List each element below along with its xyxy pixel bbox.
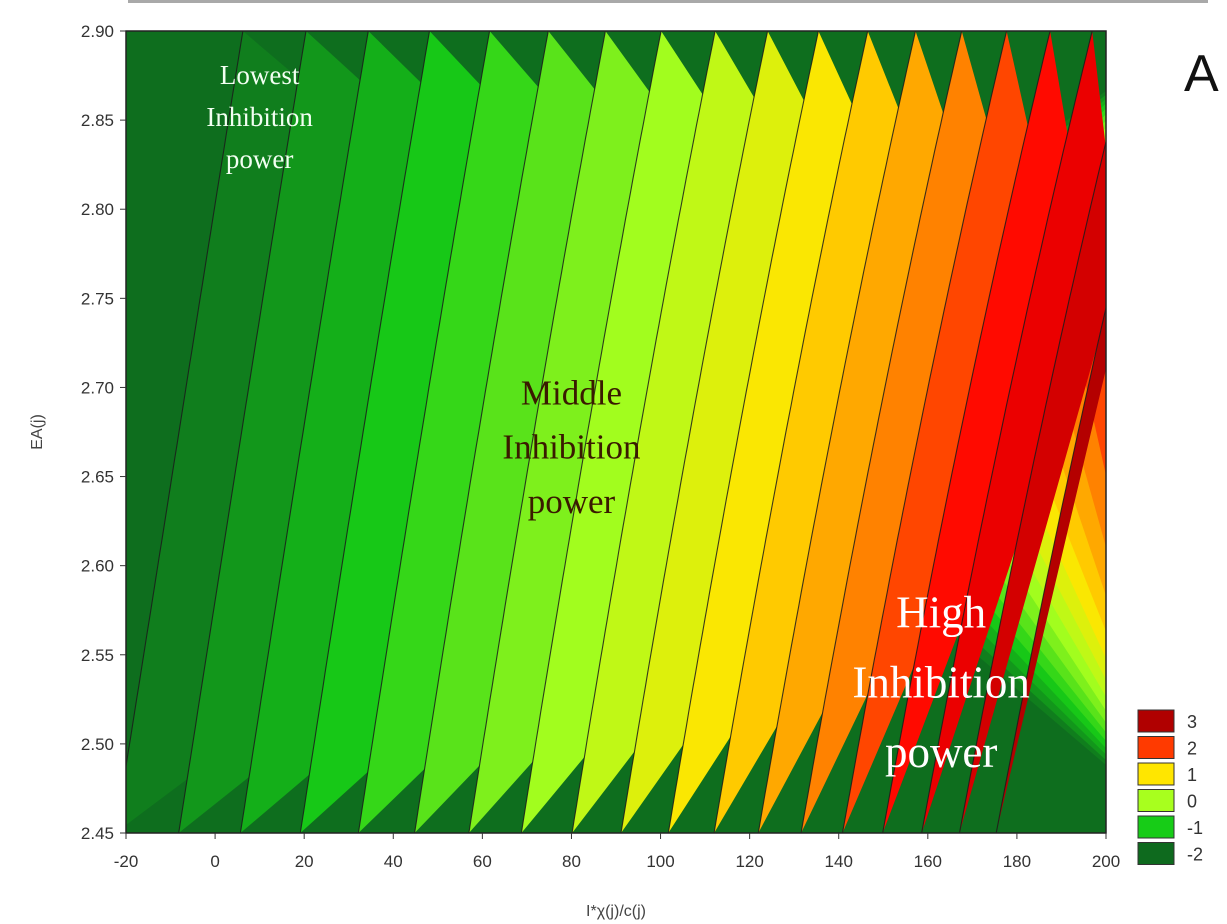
x-tick-label: -20 <box>114 852 139 871</box>
contour-line <box>713 31 869 833</box>
legend-label: 3 <box>1187 712 1197 732</box>
annotation-line: power <box>226 144 293 174</box>
contour-line <box>667 31 819 833</box>
x-tick-label: 160 <box>914 852 942 871</box>
x-axis: -20 0 20 40 60 80 100 120 140 160 180 200 <box>114 833 1120 871</box>
y-tick-label: 2.70 <box>81 378 114 397</box>
annotation-line: Lowest <box>220 60 300 90</box>
y-tick-label: 2.85 <box>81 111 114 130</box>
y-tick-label: 2.55 <box>81 646 114 665</box>
contour-band <box>921 31 1106 833</box>
y-tick-label: 2.45 <box>81 824 114 843</box>
y-tick-label: 2.80 <box>81 200 114 219</box>
x-tick-label: 20 <box>295 852 314 871</box>
y-axis: 2.90 2.85 2.80 2.75 2.70 2.65 2.60 2.55 2.50 2.45 <box>81 22 126 843</box>
top-rule <box>128 0 1208 3</box>
contour-line <box>299 31 431 833</box>
contour-line <box>414 31 549 833</box>
legend-label: -1 <box>1187 818 1203 838</box>
contour-line <box>520 31 662 833</box>
annotation-line: power <box>885 727 997 777</box>
contour-line <box>882 31 1051 833</box>
annotation-line: Inhibition <box>502 428 640 467</box>
contour-line <box>800 31 963 833</box>
contour-line <box>178 31 307 833</box>
x-tick-label: 200 <box>1092 852 1120 871</box>
legend-label: 2 <box>1187 739 1197 759</box>
contour-line <box>841 31 1008 833</box>
plot-frame <box>125 30 1107 834</box>
y-tick-label: 2.75 <box>81 289 114 308</box>
contour-bands <box>126 31 1106 833</box>
contour-line <box>239 31 369 833</box>
legend-swatch <box>1137 736 1175 759</box>
x-tick-label: 40 <box>384 852 403 871</box>
contour-line <box>921 31 1093 833</box>
contour-line <box>468 31 606 833</box>
legend-swatch <box>1137 709 1175 733</box>
legend-swatch <box>1137 842 1175 865</box>
legend-label: 1 <box>1187 765 1197 785</box>
contour-line <box>571 31 716 833</box>
contour-line <box>958 139 1106 833</box>
legend: 3 2 1 0 -1 -2 <box>1137 709 1203 865</box>
contour-line <box>357 31 491 833</box>
annotation-line: High <box>896 588 986 638</box>
y-axis-label: EA(j) <box>29 414 46 450</box>
contour-band <box>959 141 1106 833</box>
annotation-line: Inhibition <box>206 102 313 132</box>
x-axis-label: I*χ(j)/c(j) <box>586 903 646 920</box>
annotation-line: Inhibition <box>852 657 1030 707</box>
legend-swatch <box>1137 762 1175 786</box>
legend-swatch <box>1137 789 1175 812</box>
annotation-line: Middle <box>521 373 622 412</box>
contour-line <box>995 305 1106 833</box>
y-tick-label: 2.60 <box>81 557 114 576</box>
region-annotations: Lowest Inhibition power Middle Inhibition pow… <box>206 60 1030 777</box>
x-tick-label: 100 <box>646 852 674 871</box>
contour-line <box>757 31 917 833</box>
x-tick-label: 80 <box>562 852 581 871</box>
legend-swatch <box>1137 815 1175 839</box>
x-tick-label: 60 <box>473 852 492 871</box>
x-tick-label: 120 <box>735 852 763 871</box>
x-tick-label: 140 <box>825 852 853 871</box>
y-tick-label: 2.90 <box>81 22 114 41</box>
x-tick-label: 0 <box>210 852 219 871</box>
contour-line <box>620 31 769 833</box>
legend-label: 0 <box>1187 792 1197 812</box>
y-tick-label: 2.50 <box>81 735 114 754</box>
legend-label: -2 <box>1187 845 1203 865</box>
panel-letter: A <box>1184 45 1219 103</box>
annotation-line: power <box>528 482 616 521</box>
x-tick-label: 180 <box>1003 852 1031 871</box>
contour-band <box>996 307 1106 833</box>
contour-line <box>126 31 244 770</box>
y-tick-label: 2.65 <box>81 468 114 487</box>
